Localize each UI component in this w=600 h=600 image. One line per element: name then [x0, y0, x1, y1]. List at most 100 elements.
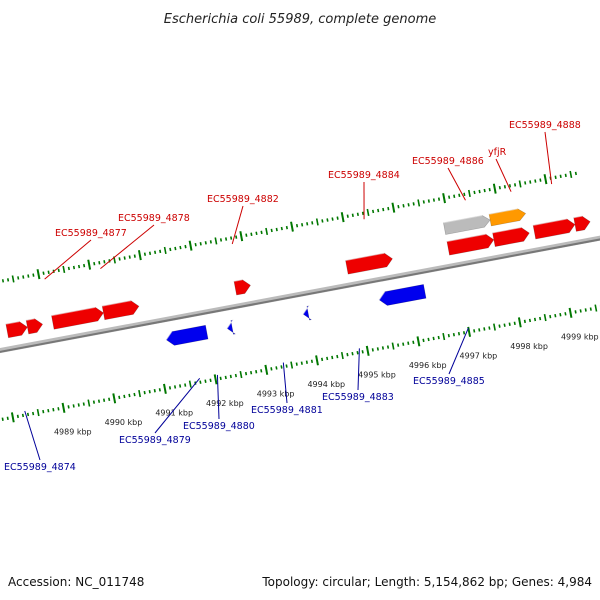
inner-tick: [513, 321, 516, 326]
inner-tick: [559, 313, 562, 317]
forward-gene-arrow-highlight: [233, 279, 243, 282]
forward-gene-label: yfjR: [488, 147, 507, 158]
outer-tick: [387, 206, 390, 211]
map-title: Escherichia coli 55989, complete genome: [164, 12, 436, 27]
outer-tick: [311, 221, 314, 225]
forward-gene-arrow-highlight: [345, 252, 385, 261]
outer-tick: [326, 218, 329, 222]
inner-tick: [103, 398, 106, 402]
outer-tick: [539, 178, 542, 182]
tick-label: 4999 kbp: [561, 332, 599, 341]
outer-tick: [169, 247, 172, 252]
outer-tick: [209, 240, 212, 244]
outer-tick: [83, 263, 86, 268]
inner-tick: [52, 408, 55, 412]
inner-tick: [483, 327, 486, 331]
gene-labels: EC55989_4877 EC55989_4878 EC55989_4882 EC55…: [4, 120, 581, 473]
inner-tick: [290, 361, 294, 369]
outer-tick: [483, 188, 486, 193]
tick-label: 4995 kbp: [358, 370, 396, 379]
reverse-gene-label: EC55989_4883: [322, 392, 394, 403]
inner-tick: [108, 397, 111, 402]
inner-tick: [250, 370, 253, 375]
inner-tick: [331, 355, 334, 360]
rna-gene-arrow-highlight: [488, 208, 518, 215]
reverse-gene-label: EC55989_4879: [119, 435, 191, 446]
reverse-gene-arrow: [165, 324, 209, 346]
inner-tick: [158, 388, 161, 392]
inner-tick: [204, 379, 207, 383]
inner-tick: [32, 411, 35, 416]
outer-tick: [123, 256, 126, 260]
outer-tick: [270, 228, 273, 233]
outer-tick: [397, 204, 400, 209]
outer-tick: [154, 250, 157, 255]
forward-gene-label: EC55989_4882: [207, 194, 279, 205]
tick-label: 4992 kbp: [206, 399, 244, 408]
outer-tick: [194, 242, 197, 247]
reverse-label-leader: [216, 374, 220, 420]
outer-tick: [224, 237, 228, 241]
tick-label: 4989 kbp: [54, 427, 92, 436]
outer-tick: [315, 218, 319, 226]
inner-tick: [381, 346, 385, 350]
outer-tick: [458, 193, 461, 198]
outer-tick: [503, 185, 506, 189]
inner-tick: [219, 376, 222, 381]
reverse-gene-label: EC55989_4881: [251, 405, 323, 416]
backbone-line: [0, 235, 600, 354]
inner-tick: [36, 408, 40, 417]
reverse-gene-arrow: [378, 284, 427, 306]
outer-tick: [554, 175, 557, 179]
inner-tick: [47, 408, 50, 413]
inner-tick: [315, 355, 319, 366]
outer-tick: [351, 213, 354, 217]
inner-tick: [351, 351, 354, 356]
inner-tick: [457, 332, 461, 336]
reverse-label-leader: [24, 410, 41, 461]
outer-tick: [36, 269, 41, 280]
outer-tick: [137, 250, 142, 261]
outer-tick: [32, 273, 35, 277]
forward-label-leader: [544, 131, 553, 185]
outer-tick: [265, 227, 269, 236]
inner-tick: [21, 413, 25, 418]
forward-gene-arrow: [101, 300, 140, 321]
forward-gene-arrow-highlight: [5, 320, 20, 325]
outer-tick: [407, 203, 410, 207]
outer-tick: [47, 270, 50, 274]
inner-tick: [128, 393, 131, 398]
forward-gene-arrow-highlight: [51, 306, 96, 317]
inner-tick: [209, 378, 212, 383]
forward-gene-arrow-highlight: [533, 218, 567, 226]
outer-tick: [513, 183, 517, 187]
inner-tick: [239, 370, 243, 379]
outer-tick: [103, 260, 106, 264]
tick-label: 4997 kbp: [460, 351, 498, 360]
inner-tick: [300, 361, 303, 365]
inner-tick: [163, 383, 167, 394]
outer-tick: [336, 216, 339, 220]
inner-tick: [260, 369, 263, 373]
inner-tick: [143, 390, 146, 395]
forward-gene-label: EC55989_4877: [55, 228, 127, 239]
inner-tick: [67, 405, 70, 409]
forward-gene-label: EC55989_4878: [118, 213, 190, 224]
outer-tick: [492, 183, 497, 194]
inner-tick: [82, 402, 85, 406]
inner-tick: [584, 308, 587, 312]
outer-tick: [1, 279, 5, 283]
inner-tick: [397, 343, 400, 347]
outer-tick: [290, 221, 294, 232]
inner-tick: [447, 333, 450, 338]
inner-tick: [61, 402, 66, 413]
inner-tick: [528, 318, 532, 323]
outer-tick: [518, 180, 522, 188]
outer-tick: [442, 193, 446, 204]
inner-tick: [549, 314, 552, 319]
inner-tick: [498, 324, 501, 328]
outer-tick: [235, 235, 238, 239]
inner-tick: [72, 404, 75, 408]
inner-tick: [402, 342, 405, 346]
outer-tick: [255, 231, 258, 236]
